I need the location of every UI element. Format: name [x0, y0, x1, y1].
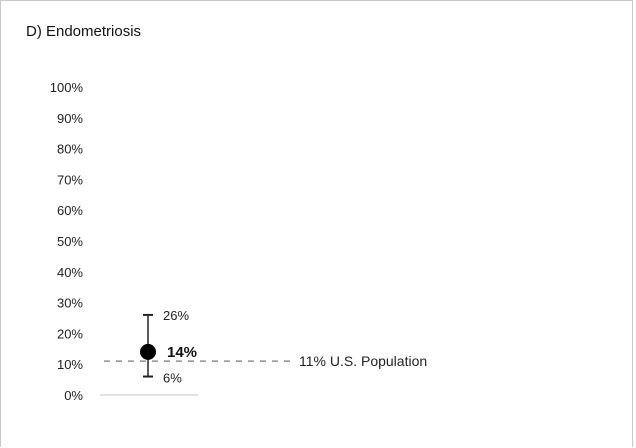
y-tick-label: 30% — [57, 296, 83, 311]
reference-line-label: 11% U.S. Population — [299, 353, 427, 369]
data-point — [140, 343, 156, 360]
y-tick-label: 50% — [57, 234, 83, 249]
y-tick-label: 20% — [57, 326, 83, 341]
y-tick-label: 10% — [57, 357, 83, 372]
y-tick-label: 70% — [57, 172, 83, 187]
y-tick-label: 60% — [57, 203, 83, 218]
y-tick-label: 80% — [57, 142, 83, 157]
y-tick-label: 0% — [64, 388, 83, 403]
y-tick-label: 90% — [57, 111, 83, 126]
chart-title: D) Endometriosis — [26, 23, 141, 40]
y-axis-ticks: 0% 10% 20% 30% 40% 50% 60% 70% 80% 90% 100% — [50, 80, 84, 403]
y-tick-label: 40% — [57, 265, 83, 280]
upper-bound-label: 26% — [163, 308, 189, 323]
y-tick-label: 100% — [50, 80, 84, 95]
lower-bound-label: 6% — [163, 371, 182, 386]
point-value-label: 14% — [167, 344, 197, 361]
